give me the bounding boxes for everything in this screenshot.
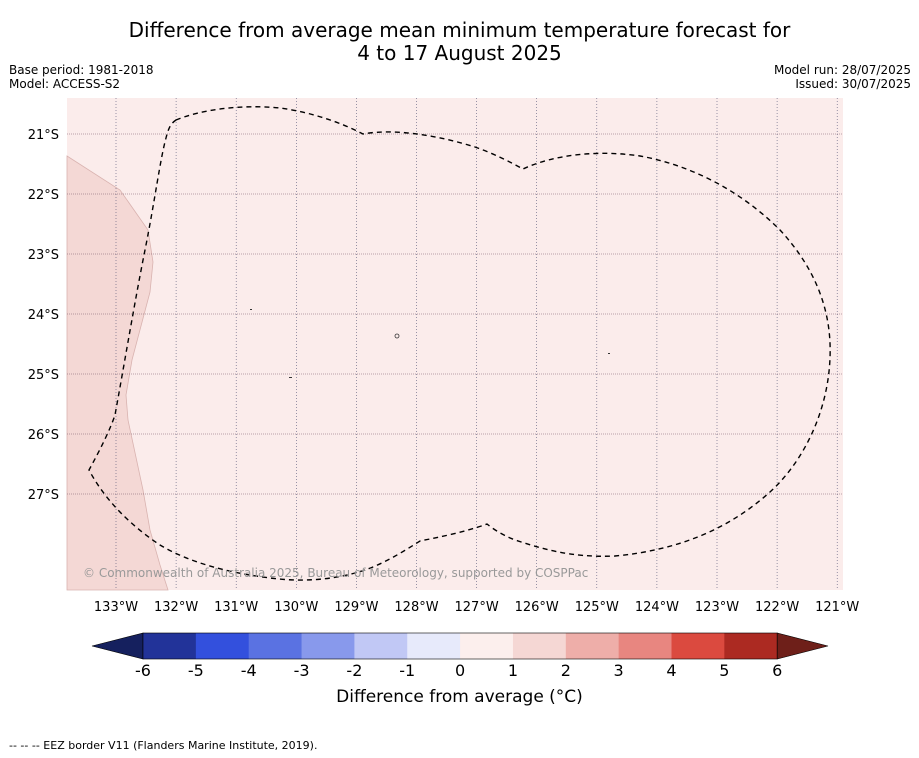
latitude-label: 22°S [28, 188, 59, 203]
colorbar-tick-label: 4 [666, 661, 676, 680]
colorbar-segment [618, 633, 672, 659]
longitude-label: 123°W [695, 600, 739, 615]
colorbar-segment [143, 633, 197, 659]
longitude-label: 122°W [755, 600, 799, 615]
map-gridlines [67, 98, 843, 590]
map-title-line-1: Difference from average mean minimum tem… [128, 18, 791, 42]
colorbar-over-extension [776, 632, 829, 660]
longitude-label: 129°W [334, 600, 378, 615]
colorbar-tick-label: -1 [399, 661, 415, 680]
longitude-label: 131°W [214, 600, 258, 615]
colorbar-tick-label: 6 [772, 661, 782, 680]
longitude-label: 130°W [274, 600, 318, 615]
colorbar-segment [248, 633, 303, 659]
footnote-text: -- -- -- EEZ border V11 (Flanders Marine… [9, 739, 318, 752]
map-title-line-2: 4 to 17 August 2025 [357, 41, 562, 65]
island-marker [250, 309, 252, 310]
colorbar-tick-label: 0 [455, 661, 465, 680]
island-marker [394, 333, 400, 339]
colorbar-tick-label: -3 [294, 661, 310, 680]
colorbar-outline [142, 632, 778, 660]
base-period-text: Base period: 1981-2018 [9, 63, 154, 77]
colorbar-segment [565, 633, 620, 659]
model-run-text: Model run: 28/07/2025 [773, 63, 911, 77]
longitude-label: 121°W [815, 600, 859, 615]
longitude-label: 132°W [154, 600, 198, 615]
colorbar-segment [407, 633, 461, 659]
copyright-text: © Commonwealth of Australia 2025, Bureau… [83, 566, 588, 580]
west-anomaly-patch [66, 155, 169, 591]
latitude-label: 23°S [28, 248, 59, 263]
longitude-label: 124°W [635, 600, 679, 615]
longitude-label: 126°W [515, 600, 559, 615]
longitude-label: 127°W [455, 600, 499, 615]
colorbar-tick-label: -2 [346, 661, 362, 680]
colorbar-segment [671, 633, 725, 659]
colorbar-segment [512, 633, 567, 659]
latitude-labels: 21°S 22°S 23°S 24°S 25°S 26°S 27°S [28, 128, 59, 503]
longitude-label: 128°W [394, 600, 438, 615]
island-marker [608, 353, 610, 354]
colorbar-segment [724, 633, 778, 659]
map-area [67, 98, 843, 590]
colorbar-tick-label: -6 [135, 661, 151, 680]
eez-border [88, 106, 831, 581]
colorbar-tick-label: 1 [508, 661, 518, 680]
colorbar-segment [195, 633, 250, 659]
colorbar-under-extension [91, 632, 144, 660]
colorbar-tick-label: 3 [614, 661, 624, 680]
latitude-label: 24°S [28, 308, 59, 323]
issued-text: Issued: 30/07/2025 [795, 77, 911, 91]
island-marker [289, 377, 292, 378]
longitude-label: 125°W [575, 600, 619, 615]
latitude-label: 25°S [28, 368, 59, 383]
colorbar-segment [301, 633, 355, 659]
latitude-label: 21°S [28, 128, 59, 143]
colorbar-segment [460, 633, 514, 659]
colorbar-segment [354, 633, 408, 659]
latitude-label: 26°S [28, 428, 59, 443]
colorbar-tick-label: 2 [561, 661, 571, 680]
colorbar-label: Difference from average (°C) [336, 687, 583, 707]
colorbar: -6 -5 -4 -3 -2 -1 0 1 2 3 4 5 6 [91, 632, 829, 680]
model-text: Model: ACCESS-S2 [9, 77, 121, 91]
latitude-label: 27°S [28, 488, 59, 503]
meta-right: Model run: 28/07/2025 Issued: 30/07/2025 [774, 63, 911, 91]
longitude-label: 133°W [94, 600, 138, 615]
colorbar-tick-label: -5 [188, 661, 204, 680]
colorbar-tick-label: 5 [719, 661, 729, 680]
colorbar-tick-label: -4 [241, 661, 257, 680]
meta-left: Base period: 1981-2018 Model: ACCESS-S2 [9, 63, 154, 91]
longitude-labels: 133°W 132°W 131°W 130°W 129°W 128°W 127°W 126°W… [94, 600, 860, 615]
